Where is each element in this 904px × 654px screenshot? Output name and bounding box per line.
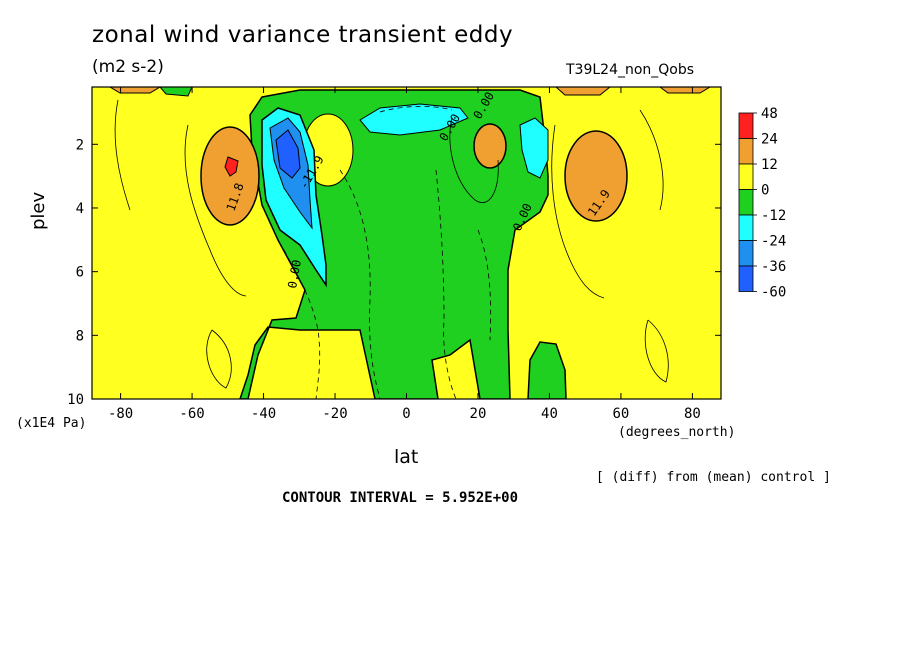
legend-swatch (738, 265, 754, 292)
x-tick-label: -80 (108, 406, 133, 422)
contour-interval: CONTOUR INTERVAL = 5.952E+00 (282, 490, 519, 506)
contour-label-zero-left: 0.00 (285, 259, 304, 290)
legend-label: 48 (761, 106, 778, 122)
top-edge-orange-right2 (659, 87, 711, 94)
x-axis: -80 -60 -40 -20 0 20 40 60 80 (108, 87, 701, 422)
legend-swatch (738, 163, 754, 190)
legend-swatch (738, 240, 754, 267)
contour-line-dashed (477, 229, 492, 341)
x-tick-label: -60 (179, 406, 204, 422)
contour-line (449, 117, 499, 203)
y-axis-units: (x1E4 Pa) (16, 416, 87, 431)
run-name: T39L24_non_Qobs (566, 62, 695, 78)
y-tick-label: 8 (76, 328, 84, 344)
y-axis: 2 4 6 8 10 (67, 137, 721, 408)
chart-units: (m2 s-2) (92, 57, 164, 77)
x-tick-label: -40 (251, 406, 276, 422)
contour-line (114, 99, 131, 211)
negative-cyan-right (519, 117, 549, 179)
y-tick-label: 6 (76, 265, 84, 281)
legend-swatch (738, 214, 754, 241)
x-axis-label: lat (394, 446, 419, 468)
diff-note: [ (diff) from (mean) control ] (596, 470, 831, 485)
top-edge-orange-left (109, 87, 161, 94)
contour-lines (114, 99, 669, 389)
y-tick-label: 10 (67, 392, 84, 408)
x-axis-units: (degrees_north) (618, 425, 736, 440)
positive-region-center-right (473, 123, 507, 169)
positive-max-left (224, 156, 239, 177)
contour-line (206, 329, 232, 389)
x-tick-label: 80 (684, 406, 701, 422)
x-tick-label: -20 (322, 406, 347, 422)
y-tick-label: 2 (76, 137, 84, 153)
contour-line-dashed (339, 169, 381, 399)
x-tick-label: 0 (402, 406, 410, 422)
contour-line (639, 109, 664, 211)
contour-line (184, 124, 247, 297)
legend-swatch (738, 112, 754, 139)
positive-region-right (564, 130, 628, 222)
x-tick-label: 20 (470, 406, 487, 422)
contour-line (644, 319, 669, 383)
legend-label: 24 (761, 132, 778, 148)
legend-label: -36 (761, 259, 786, 275)
legend-label: -24 (761, 234, 786, 250)
contour-line-dashed (283, 249, 321, 399)
top-edge-green-left (159, 87, 193, 97)
contour-line-dashed (379, 105, 453, 113)
legend-label: -60 (761, 285, 786, 301)
x-tick-label: 60 (613, 406, 630, 422)
x-tick-label: 40 (541, 406, 558, 422)
chart-title: zonal wind variance transient eddy (92, 22, 514, 48)
legend-swatch (738, 189, 754, 216)
legend-label: -12 (761, 208, 786, 224)
contour-line (551, 124, 605, 299)
top-edge-orange-right (555, 87, 611, 96)
negative-contour-lines (283, 105, 492, 399)
legend-label: 0 (761, 183, 769, 199)
negative-region-right-lower (527, 341, 567, 399)
negative-deepblue-left (275, 129, 301, 179)
legend-label: 12 (761, 157, 778, 173)
y-tick-label: 4 (76, 201, 84, 217)
negative-cyan-top (359, 103, 469, 136)
legend-swatch (738, 138, 754, 165)
color-legend: 48 24 12 0 -12 -24 -36 -60 (738, 106, 786, 301)
